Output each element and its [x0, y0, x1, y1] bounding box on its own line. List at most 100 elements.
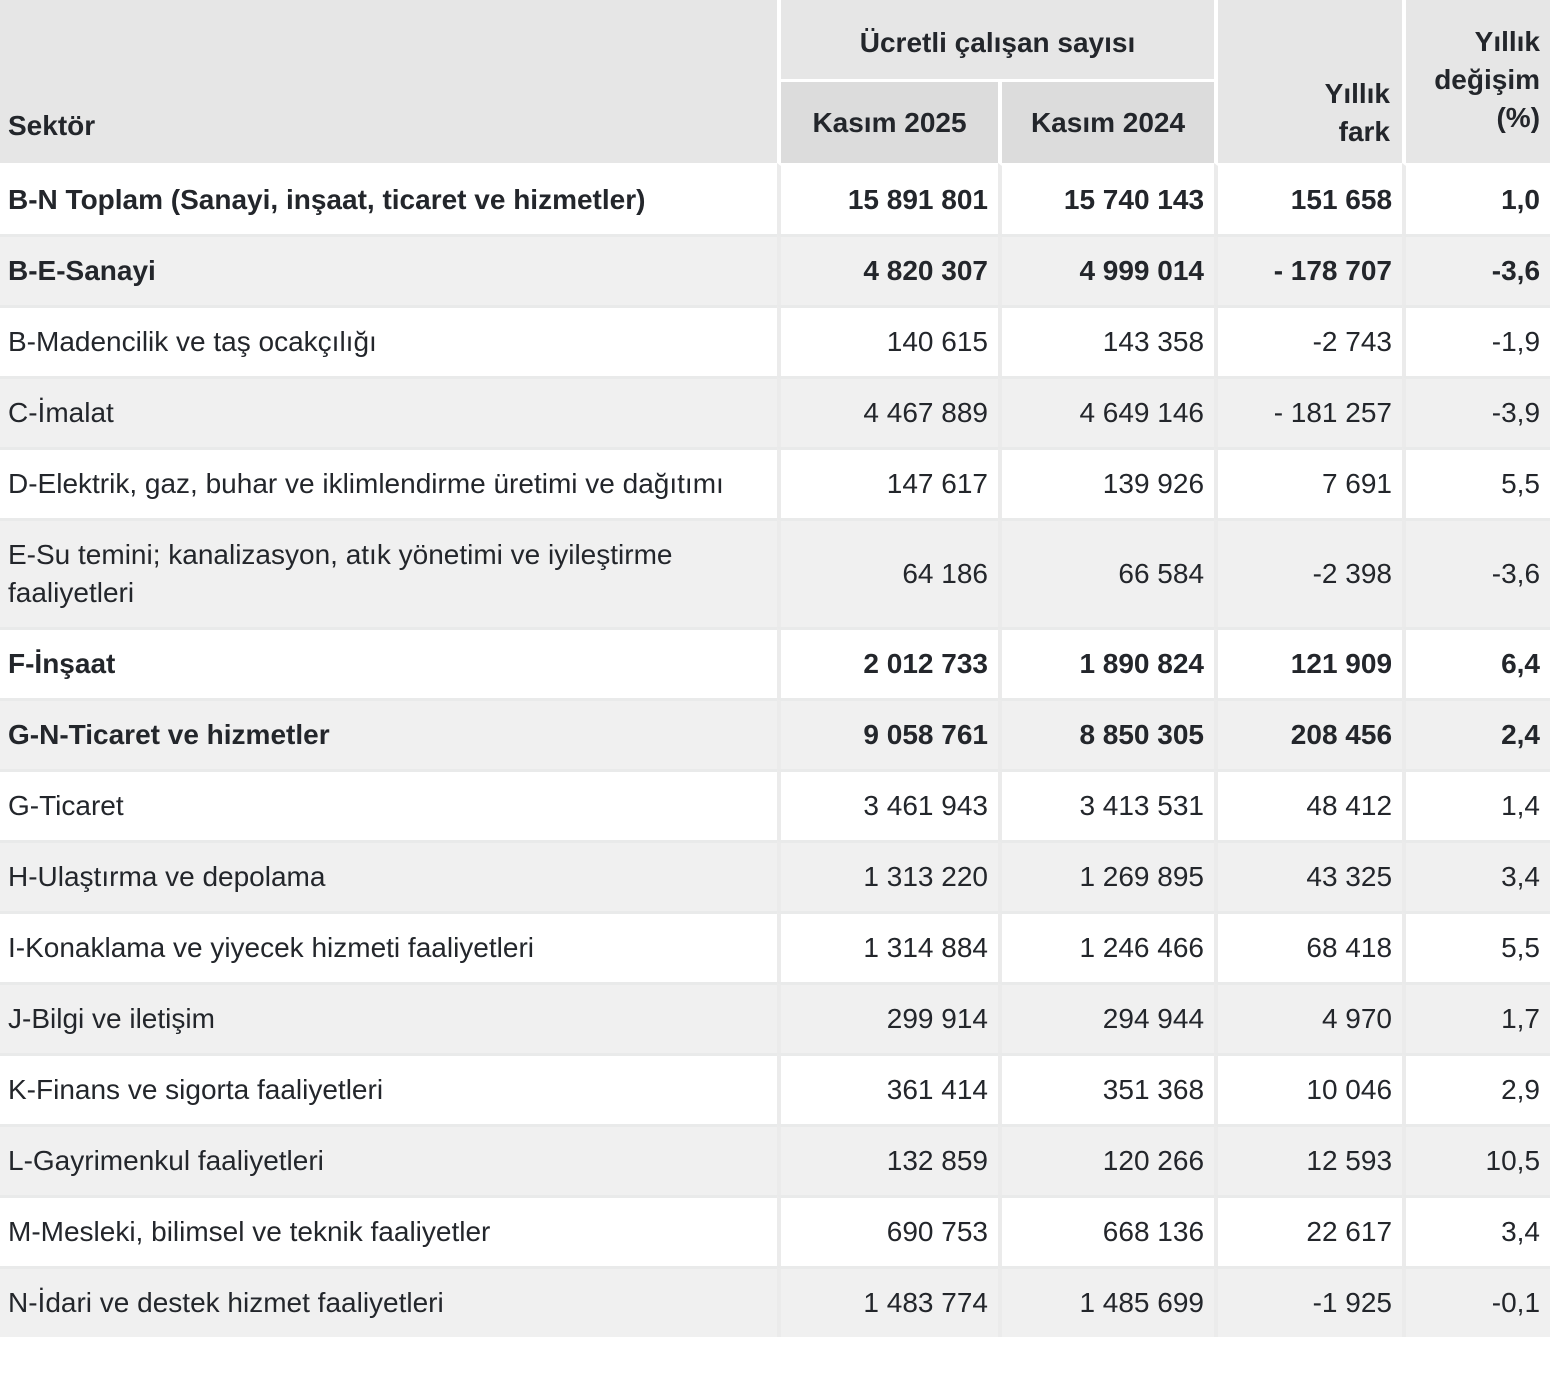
kasim-2024-cell: 8 850 305 — [998, 698, 1215, 769]
table-row: K-Finans ve sigorta faaliyetleri 361 414 3… — [0, 1053, 1550, 1124]
yillik-degisim-cell: -3,6 — [1402, 518, 1550, 627]
sector-cell: H-Ulaştırma ve depolama — [0, 840, 777, 911]
sector-cell: G-Ticaret — [0, 769, 777, 840]
header-row-group: Sektör Ücretli çalışan sayısı Yıllık far… — [0, 0, 1550, 163]
yillik-degisim-cell: 2,4 — [1402, 698, 1550, 769]
kasim-2024-cell: 668 136 — [998, 1195, 1215, 1266]
yillik-fark-cell: 48 412 — [1214, 769, 1403, 840]
column-header-kasim-2024: Kasım 2024 — [998, 79, 1215, 163]
yillik-degisim-cell: 5,5 — [1402, 447, 1550, 518]
sector-cell: I-Konaklama ve yiyecek hizmeti faaliyetl… — [0, 911, 777, 982]
yillik-fark-cell: 121 909 — [1214, 627, 1403, 698]
table-row: C-İmalat 4 467 889 4 649 146- 181 257 -3,9 — [0, 376, 1550, 447]
yillik-degisim-cell: 1,0 — [1402, 163, 1550, 234]
yillik-fark-cell: - 181 257 — [1214, 376, 1403, 447]
yillik-degisim-cell: 5,5 — [1402, 911, 1550, 982]
sector-cell: K-Finans ve sigorta faaliyetleri — [0, 1053, 777, 1124]
sector-cell: B-N Toplam (Sanayi, inşaat, ticaret ve h… — [0, 163, 777, 234]
kasim-2024-cell: 4 999 014 — [998, 234, 1215, 305]
yillik-fark-cell: 68 418 — [1214, 911, 1403, 982]
yillik-fark-cell: 151 658 — [1214, 163, 1403, 234]
yillik-degisim-cell: 10,5 — [1402, 1124, 1550, 1195]
sector-cell: J-Bilgi ve iletişim — [0, 982, 777, 1053]
sector-cell: N-İdari ve destek hizmet faaliyetleri — [0, 1266, 777, 1337]
sector-cell: B-E-Sanayi — [0, 234, 777, 305]
yillik-degisim-cell: -1,9 — [1402, 305, 1550, 376]
table-row: H-Ulaştırma ve depolama 1 313 220 1 269 89… — [0, 840, 1550, 911]
yillik-degisim-cell: 3,4 — [1402, 1195, 1550, 1266]
yillik-degisim-cell: 2,9 — [1402, 1053, 1550, 1124]
yillik-fark-cell: -1 925 — [1214, 1266, 1403, 1337]
yillik-fark-cell: -2 398 — [1214, 518, 1403, 627]
sector-cell: E-Su temini; kanalizasyon, atık yönetimi… — [0, 518, 777, 627]
table-row: B-E-Sanayi 4 820 307 4 999 014- 178 707 -3,… — [0, 234, 1550, 305]
yillik-fark-cell: 7 691 — [1214, 447, 1403, 518]
table-row: M-Mesleki, bilimsel ve teknik faaliyetle… — [0, 1195, 1550, 1266]
kasim-2025-cell: 1 314 884 — [777, 911, 998, 982]
table-row: E-Su temini; kanalizasyon, atık yönetimi… — [0, 518, 1550, 627]
kasim-2024-cell: 120 266 — [998, 1124, 1215, 1195]
sector-cell: G-N-Ticaret ve hizmetler — [0, 698, 777, 769]
kasim-2024-cell: 3 413 531 — [998, 769, 1215, 840]
sector-cell: B-Madencilik ve taş ocakçılığı — [0, 305, 777, 376]
kasim-2024-cell: 294 944 — [998, 982, 1215, 1053]
kasim-2025-cell: 361 414 — [777, 1053, 998, 1124]
kasim-2024-cell: 139 926 — [998, 447, 1215, 518]
kasim-2024-cell: 143 358 — [998, 305, 1215, 376]
kasim-2024-cell: 1 246 466 — [998, 911, 1215, 982]
table-row: F-İnşaat 2 012 733 1 890 824 121 909 6,4 — [0, 627, 1550, 698]
kasim-2025-cell: 4 467 889 — [777, 376, 998, 447]
employment-by-sector-table: Sektör Ücretli çalışan sayısı Yıllık far… — [0, 0, 1550, 1337]
column-group-header-ucretli-calisan-sayisi: Ücretli çalışan sayısı — [777, 0, 1215, 79]
kasim-2025-cell: 64 186 — [777, 518, 998, 627]
sector-cell: C-İmalat — [0, 376, 777, 447]
yillik-fark-cell: 43 325 — [1214, 840, 1403, 911]
header-row-periods: Kasım 2025 Kasım 2024 — [0, 79, 1550, 163]
employment-table-container: Sektör Ücretli çalışan sayısı Yıllık far… — [0, 0, 1550, 1337]
kasim-2025-cell: 140 615 — [777, 305, 998, 376]
kasim-2025-cell: 4 820 307 — [777, 234, 998, 305]
table-row: I-Konaklama ve yiyecek hizmeti faaliyetl… — [0, 911, 1550, 982]
table-row: N-İdari ve destek hizmet faaliyetleri 1 4… — [0, 1266, 1550, 1337]
yillik-fark-cell: -2 743 — [1214, 305, 1403, 376]
yillik-degisim-cell: -3,6 — [1402, 234, 1550, 305]
yillik-degisim-cell: 1,7 — [1402, 982, 1550, 1053]
sector-cell: D-Elektrik, gaz, buhar ve iklimlendirme … — [0, 447, 777, 518]
table-row: B-N Toplam (Sanayi, inşaat, ticaret ve h… — [0, 163, 1550, 234]
yillik-fark-cell: 22 617 — [1214, 1195, 1403, 1266]
column-header-yillik-fark: Yıllık fark — [1214, 0, 1403, 163]
kasim-2024-cell: 1 485 699 — [998, 1266, 1215, 1337]
sector-cell: F-İnşaat — [0, 627, 777, 698]
kasim-2025-cell: 1 313 220 — [777, 840, 998, 911]
kasim-2025-cell: 2 012 733 — [777, 627, 998, 698]
kasim-2024-cell: 66 584 — [998, 518, 1215, 627]
kasim-2025-cell: 299 914 — [777, 982, 998, 1053]
table-header: Sektör Ücretli çalışan sayısı Yıllık far… — [0, 0, 1550, 163]
kasim-2025-cell: 1 483 774 — [777, 1266, 998, 1337]
kasim-2025-cell: 3 461 943 — [777, 769, 998, 840]
kasim-2024-cell: 1 269 895 — [998, 840, 1215, 911]
table-row: D-Elektrik, gaz, buhar ve iklimlendirme … — [0, 447, 1550, 518]
yillik-fark-cell: - 178 707 — [1214, 234, 1403, 305]
yillik-fark-cell: 4 970 — [1214, 982, 1403, 1053]
column-header-yillik-degisim: Yıllık değişim (%) — [1402, 0, 1550, 163]
kasim-2025-cell: 147 617 — [777, 447, 998, 518]
kasim-2024-cell: 351 368 — [998, 1053, 1215, 1124]
kasim-2025-cell: 9 058 761 — [777, 698, 998, 769]
kasim-2025-cell: 690 753 — [777, 1195, 998, 1266]
yillik-degisim-cell: 6,4 — [1402, 627, 1550, 698]
yillik-fark-cell: 12 593 — [1214, 1124, 1403, 1195]
kasim-2024-cell: 15 740 143 — [998, 163, 1215, 234]
table-row: L-Gayrimenkul faaliyetleri 132 859 120 266… — [0, 1124, 1550, 1195]
yillik-degisim-cell: 1,4 — [1402, 769, 1550, 840]
table-row: G-Ticaret 3 461 943 3 413 531 48 412 1,4 — [0, 769, 1550, 840]
yillik-degisim-cell: -0,1 — [1402, 1266, 1550, 1337]
table-row: G-N-Ticaret ve hizmetler 9 058 761 8 850 3… — [0, 698, 1550, 769]
kasim-2024-cell: 1 890 824 — [998, 627, 1215, 698]
yillik-degisim-cell: -3,9 — [1402, 376, 1550, 447]
table-body: B-N Toplam (Sanayi, inşaat, ticaret ve h… — [0, 163, 1550, 1337]
kasim-2024-cell: 4 649 146 — [998, 376, 1215, 447]
yillik-fark-cell: 208 456 — [1214, 698, 1403, 769]
table-row: B-Madencilik ve taş ocakçılığı 140 615 143… — [0, 305, 1550, 376]
kasim-2025-cell: 132 859 — [777, 1124, 998, 1195]
